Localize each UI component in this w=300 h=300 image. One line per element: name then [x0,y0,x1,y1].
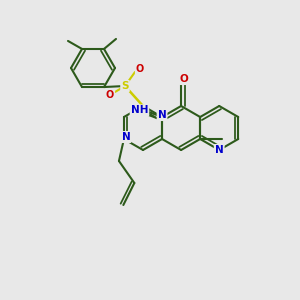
Text: NH: NH [131,105,148,116]
Text: N: N [122,132,130,142]
Text: S: S [121,81,129,91]
Text: N: N [215,145,224,155]
Text: O: O [180,74,188,84]
Text: N: N [158,110,167,120]
Text: O: O [136,64,144,74]
Text: O: O [106,90,114,100]
